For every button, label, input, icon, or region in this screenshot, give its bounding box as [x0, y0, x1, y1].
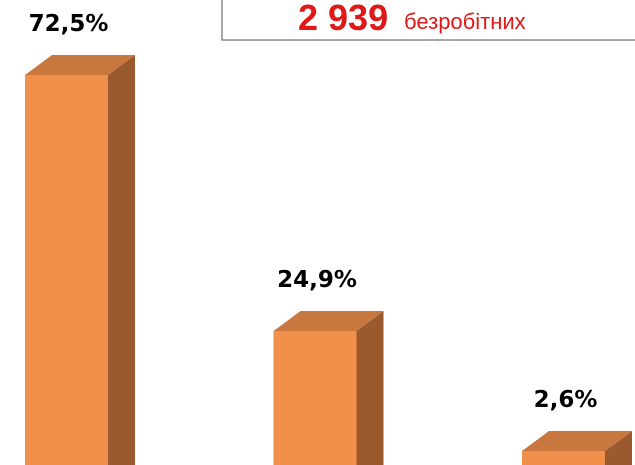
bar [522, 431, 632, 465]
title-box [221, 0, 635, 41]
data-label: 72,5% [29, 11, 109, 37]
bar-side [108, 55, 135, 465]
bar-side [605, 431, 632, 465]
bar-top [273, 311, 384, 332]
data-label: 2,6% [534, 387, 598, 413]
bar-front [25, 75, 108, 465]
data-label: 24,9% [277, 267, 357, 293]
bar [273, 311, 384, 465]
bar-front [273, 331, 357, 465]
chart-title: 2 939 [298, 0, 388, 38]
bar-top [522, 431, 632, 452]
bar-side [356, 311, 384, 465]
bar [25, 55, 135, 465]
bar-top [25, 55, 135, 75]
bar-front [522, 451, 605, 465]
chart-subtitle: безробітних [404, 9, 526, 34]
